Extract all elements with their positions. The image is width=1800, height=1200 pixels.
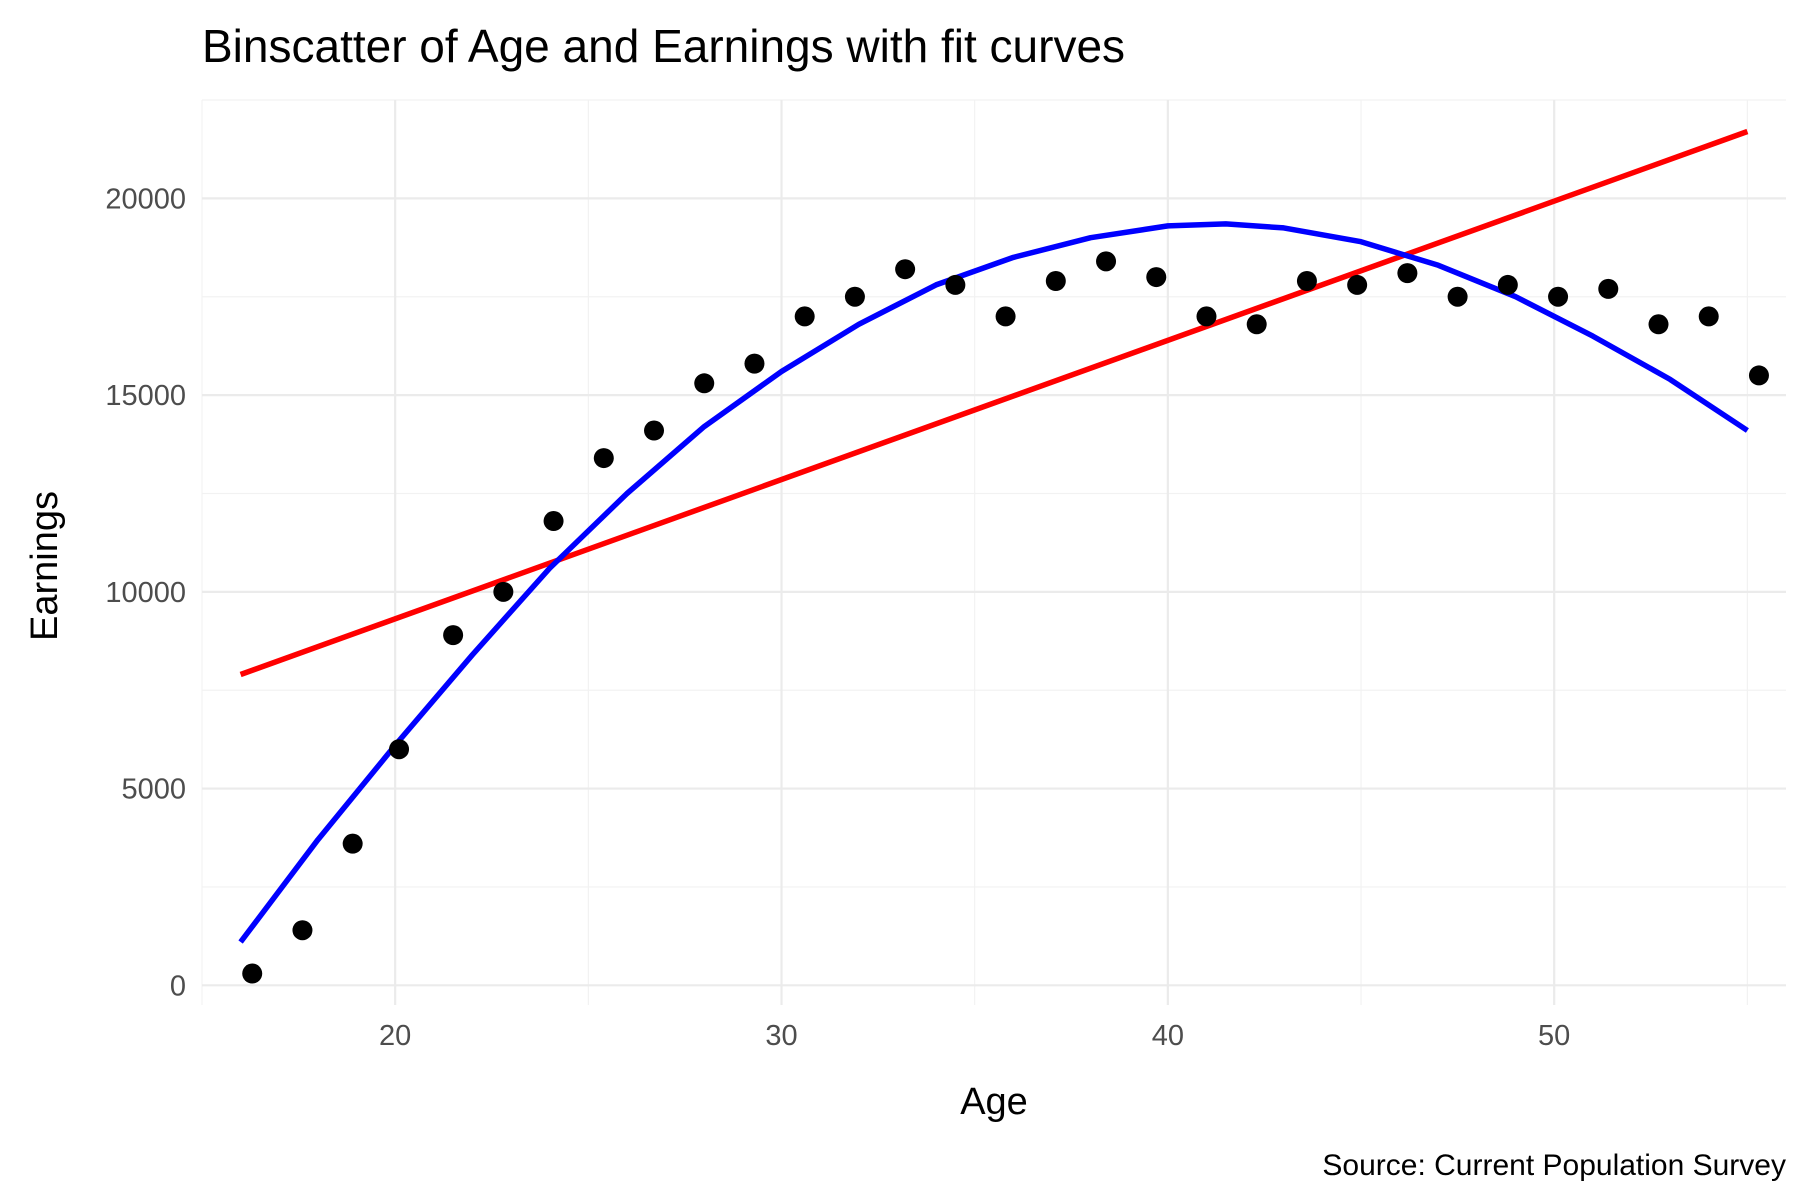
data-point xyxy=(1698,306,1719,327)
data-point xyxy=(1347,274,1368,295)
linear-fit-line xyxy=(239,128,1749,678)
data-point xyxy=(945,274,966,295)
chart-title: Binscatter of Age and Earnings with fit … xyxy=(202,20,1125,72)
y-tick-label: 5000 xyxy=(121,774,186,806)
data-point xyxy=(1397,263,1418,284)
data-points xyxy=(242,251,1769,984)
x-tick-label: 50 xyxy=(1538,1020,1570,1052)
data-point xyxy=(443,625,464,646)
fit-lines xyxy=(238,128,1749,944)
data-point xyxy=(1497,274,1518,295)
data-point xyxy=(1648,314,1669,335)
data-point xyxy=(389,739,410,760)
y-tick-label: 20000 xyxy=(105,183,186,215)
data-point xyxy=(1598,278,1619,299)
y-tick-label: 10000 xyxy=(105,577,186,609)
data-point xyxy=(794,306,815,327)
data-point xyxy=(593,448,614,469)
data-point xyxy=(543,511,564,532)
data-point xyxy=(1196,306,1217,327)
data-point xyxy=(1548,286,1569,307)
data-point xyxy=(1146,267,1167,288)
grid xyxy=(201,99,1786,1005)
data-point xyxy=(242,963,263,984)
y-tick-label: 15000 xyxy=(105,380,186,412)
x-tick-label: 20 xyxy=(379,1020,411,1052)
data-point xyxy=(493,581,514,602)
data-point xyxy=(694,373,715,394)
source-caption: Source: Current Population Survey xyxy=(1322,1149,1786,1182)
data-point xyxy=(895,259,916,280)
data-point xyxy=(644,420,665,441)
x-tick-label: 30 xyxy=(765,1020,797,1052)
x-tick-label: 40 xyxy=(1152,1020,1184,1052)
data-point xyxy=(844,286,865,307)
data-point xyxy=(995,306,1016,327)
data-point xyxy=(292,920,313,941)
x-axis-title: Age xyxy=(960,1081,1028,1123)
y-tick-label: 0 xyxy=(170,970,186,1002)
data-point xyxy=(1096,251,1117,272)
data-point xyxy=(1045,271,1066,291)
quadratic-fit-curve xyxy=(238,221,1749,944)
data-point xyxy=(744,353,765,374)
data-point xyxy=(1296,271,1317,291)
y-axis-title: Earnings xyxy=(24,491,66,641)
data-point xyxy=(1748,365,1769,386)
axis-ticks: 20 30 40 50 0 5000 10000 15000 20000 xyxy=(105,183,1570,1052)
data-point xyxy=(342,833,363,854)
data-point xyxy=(1246,314,1267,335)
data-point xyxy=(1447,286,1468,307)
